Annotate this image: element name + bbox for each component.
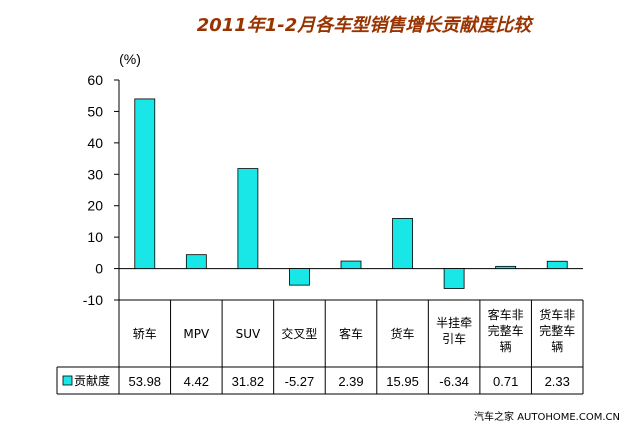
watermark: 汽车之家 AUTOHOME.COM.CN xyxy=(474,410,620,423)
y-axis-unit: (%) xyxy=(119,51,141,67)
bar xyxy=(340,260,362,269)
data-table-values: 53.98 4.42 31.82 -5.27 2.39 15.95 -6.34 0.71 2.3… xyxy=(129,374,570,389)
category-label: SUV xyxy=(236,327,261,341)
y-tick-label: 40 xyxy=(87,135,103,151)
legend: 贡献度 xyxy=(62,373,110,388)
data-label: 0.71 xyxy=(493,374,518,389)
y-tick-label: 10 xyxy=(87,229,103,245)
category-label: 轿车 xyxy=(133,326,157,341)
data-label: 2.33 xyxy=(545,374,570,389)
category-label: 半挂牵引车 xyxy=(436,316,472,346)
data-label: 53.98 xyxy=(129,374,162,389)
category-label: MPV xyxy=(183,327,210,341)
y-tick-label: 60 xyxy=(87,72,103,88)
bar xyxy=(546,260,568,269)
legend-label: 贡献度 xyxy=(74,373,110,388)
bars xyxy=(134,98,568,289)
data-label: 15.95 xyxy=(386,374,419,389)
bar xyxy=(495,265,517,269)
y-tick-label: 50 xyxy=(87,103,103,119)
data-label: 2.39 xyxy=(338,374,363,389)
y-tick-label: 30 xyxy=(87,166,103,182)
y-tick-label: 0 xyxy=(95,261,103,277)
category-label: 客车 xyxy=(339,326,363,341)
bar xyxy=(185,254,207,269)
y-axis: 60 50 40 30 20 10 0 -10 xyxy=(83,72,119,308)
chart-title: 2011年1-2月各车型销售增长贡献度比较 xyxy=(197,15,535,36)
data-label: -5.27 xyxy=(285,374,315,389)
data-label: 4.42 xyxy=(184,374,209,389)
category-label: 交叉型 xyxy=(281,326,317,341)
data-label: -6.34 xyxy=(439,374,469,389)
legend-swatch xyxy=(62,375,73,386)
category-label: 客车非完整车辆 xyxy=(488,307,524,354)
category-label: 货车非完整车辆 xyxy=(539,307,575,354)
data-label: 31.82 xyxy=(232,374,265,389)
bar xyxy=(134,98,156,269)
bar xyxy=(237,168,259,269)
y-tick-label: -10 xyxy=(83,292,103,308)
bar xyxy=(289,268,310,286)
bar xyxy=(392,218,413,269)
category-label: 货车 xyxy=(391,326,415,341)
y-tick-label: 20 xyxy=(87,198,103,214)
bar xyxy=(443,268,465,289)
